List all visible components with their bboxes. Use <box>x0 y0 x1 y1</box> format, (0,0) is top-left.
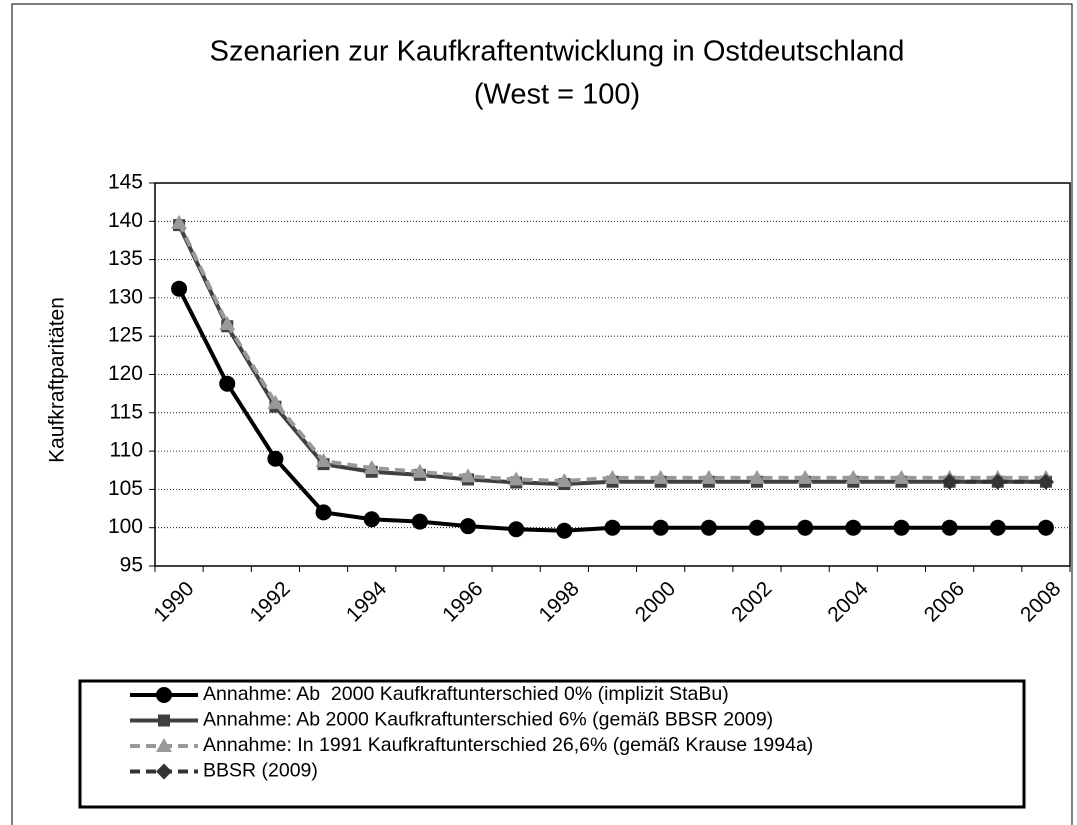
marker <box>171 280 188 297</box>
marker <box>363 511 380 528</box>
y-tick-label: 100 <box>108 515 143 538</box>
x-tick-label: 1990 <box>149 577 198 626</box>
marker <box>1037 519 1054 536</box>
y-tick-label: 145 <box>108 171 143 194</box>
marker <box>845 469 862 484</box>
marker <box>219 315 236 330</box>
y-tick-label: 115 <box>110 400 143 423</box>
x-tick-label: 2000 <box>631 577 680 626</box>
marker <box>989 519 1006 536</box>
x-tick-label: 2004 <box>823 577 873 627</box>
y-tick-label: 130 <box>108 285 143 308</box>
marker <box>845 519 862 536</box>
marker <box>158 714 170 727</box>
y-tick-label: 120 <box>108 362 143 385</box>
series-line <box>177 221 1046 483</box>
marker <box>893 519 910 536</box>
marker <box>748 519 765 536</box>
marker <box>267 394 284 409</box>
marker <box>556 472 573 487</box>
x-tick-label: 1994 <box>342 577 392 627</box>
marker <box>1037 473 1054 490</box>
marker <box>460 518 477 535</box>
legend-label: Annahme: Ab 2000 Kaufkraftunterschied 6%… <box>203 709 773 731</box>
marker <box>652 519 669 536</box>
y-tick-label: 135 <box>108 247 143 270</box>
legend-label: Annahme: Ab 2000 Kaufkraftunterschied 0%… <box>203 683 729 705</box>
marker <box>941 473 958 490</box>
chart-border <box>11 3 1073 825</box>
x-tick-label: 2006 <box>920 577 969 626</box>
y-tick-label: 105 <box>108 477 143 500</box>
chart-title: Szenarien zur Kaufkraftentwicklung in Os… <box>210 36 905 68</box>
marker <box>556 522 573 539</box>
marker <box>604 519 621 536</box>
marker <box>460 468 477 483</box>
marker <box>156 763 172 780</box>
marker <box>363 459 380 474</box>
marker <box>797 519 814 536</box>
marker <box>315 504 332 521</box>
legend-box <box>78 679 1026 809</box>
x-tick-label: 2002 <box>727 577 776 626</box>
marker <box>219 375 236 392</box>
x-tick-label: 1992 <box>246 577 295 626</box>
chart-subtitle: (West = 100) <box>474 79 640 111</box>
y-tick-label: 140 <box>108 209 143 232</box>
marker <box>893 469 910 484</box>
marker <box>411 513 428 530</box>
marker <box>652 469 669 484</box>
series-line <box>177 287 1046 533</box>
y-tick-label: 125 <box>108 324 143 347</box>
marker <box>267 450 284 467</box>
marker <box>411 463 428 478</box>
marker <box>941 519 958 536</box>
marker <box>700 469 717 484</box>
marker <box>171 214 188 229</box>
marker <box>700 519 717 536</box>
marker <box>508 521 525 538</box>
y-axis-label: Kaufkraftparitäten <box>46 297 69 463</box>
marker <box>315 453 332 468</box>
marker <box>156 687 172 703</box>
marker <box>748 469 765 484</box>
marker <box>156 738 172 752</box>
y-tick-label: 110 <box>110 439 143 462</box>
marker <box>797 469 814 484</box>
legend-label: Annahme: In 1991 Kaufkraftunterschied 26… <box>203 734 813 756</box>
marker <box>508 471 525 486</box>
legend-label: BBSR (2009) <box>203 760 318 782</box>
x-tick-label: 2008 <box>1016 577 1065 626</box>
marker <box>989 473 1006 490</box>
y-tick-label: 95 <box>120 554 143 577</box>
x-tick-label: 1998 <box>535 577 584 626</box>
plot-frame <box>154 182 1071 567</box>
x-tick-label: 1996 <box>438 577 487 626</box>
marker <box>604 469 621 484</box>
